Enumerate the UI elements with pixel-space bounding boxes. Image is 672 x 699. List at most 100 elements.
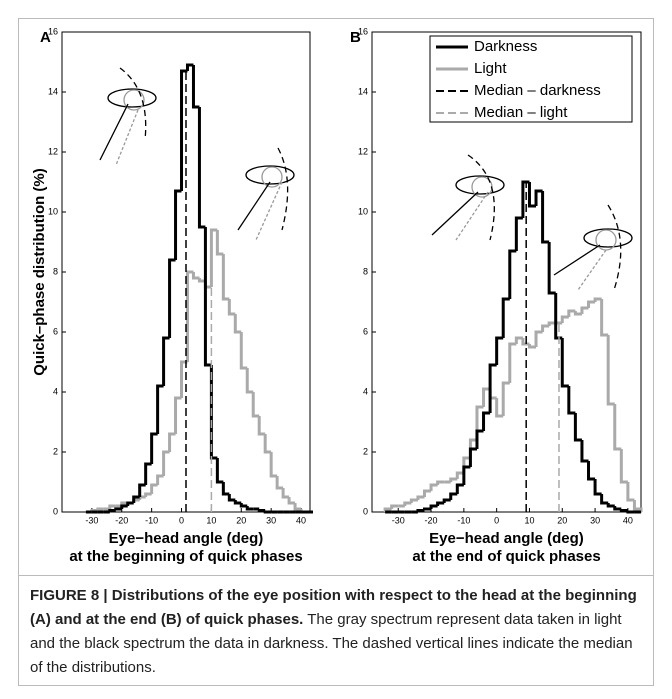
x-tick-label: 0 — [179, 515, 184, 525]
histogram-step — [221, 254, 230, 301]
histogram-step — [114, 507, 122, 511]
histogram-step — [534, 330, 543, 347]
histogram-step — [162, 336, 170, 386]
y-tick-label: 6 — [363, 326, 368, 336]
histogram-step — [632, 500, 643, 512]
y-tick-label: 10 — [48, 206, 58, 216]
histogram-step — [514, 216, 523, 251]
histogram-step — [422, 507, 432, 511]
x-tick-label: -20 — [425, 515, 438, 525]
histogram-step — [144, 492, 152, 497]
histogram-step — [144, 462, 152, 485]
histogram-step — [108, 504, 116, 509]
histogram-step — [600, 299, 609, 337]
histogram-step — [138, 495, 146, 500]
histogram-step — [245, 506, 254, 511]
histogram-step — [606, 503, 615, 508]
y-tick-label: 4 — [53, 386, 58, 396]
caption-title: FIGURE 8 | Distributions of the eye posi… — [30, 587, 637, 628]
histogram-step — [168, 432, 176, 452]
legend-label: Median – light — [474, 104, 568, 121]
x-tick-label: -20 — [115, 515, 128, 525]
x-tick-label: 0 — [494, 515, 499, 525]
y-tick-label: 0 — [53, 506, 58, 516]
histogram-step — [619, 509, 628, 512]
x-tick-label: 40 — [296, 515, 306, 525]
y-tick-label: 0 — [363, 506, 368, 516]
histogram-step — [475, 429, 484, 449]
histogram-step — [475, 405, 484, 440]
histogram-step — [626, 510, 635, 514]
histogram-step — [197, 278, 206, 283]
histogram-step — [567, 386, 576, 415]
histogram-step — [281, 488, 290, 499]
x-tick-label: -10 — [145, 515, 158, 525]
histogram-step — [191, 65, 200, 109]
histogram-step — [197, 107, 206, 229]
histogram-step — [468, 447, 477, 467]
histogram-step — [482, 411, 491, 431]
histogram-step — [126, 501, 134, 506]
histogram-step — [390, 504, 399, 509]
histogram-step — [132, 495, 140, 503]
legend-box — [429, 35, 633, 123]
histogram-step — [482, 387, 491, 407]
histogram-step — [233, 314, 242, 334]
x-tick-label: 10 — [206, 515, 216, 525]
histogram-step — [422, 489, 432, 497]
legend-label: Darkness — [474, 38, 537, 55]
x-tick-label: 40 — [623, 515, 633, 525]
histogram-step — [560, 315, 569, 323]
histogram-step — [239, 503, 248, 508]
y-tick-label: 8 — [53, 266, 58, 276]
x-tick-label: 20 — [557, 515, 567, 525]
histogram-step — [156, 384, 164, 434]
legend-label: Median – darkness — [474, 82, 601, 99]
histogram-step — [442, 498, 451, 503]
x-tick-label: 10 — [524, 515, 534, 525]
histogram-step — [587, 300, 596, 308]
histogram-step — [488, 363, 497, 413]
y-tick-label: 6 — [53, 326, 58, 336]
y-tick-label: 12 — [358, 146, 368, 156]
y-tick-label: 14 — [48, 86, 58, 96]
x-tick-label: 30 — [266, 515, 276, 525]
histogram-step — [203, 227, 212, 367]
histogram-step — [263, 510, 272, 514]
y-tick-label: 2 — [53, 446, 58, 456]
histogram-step — [593, 297, 602, 302]
histogram-step — [168, 258, 176, 338]
histogram-step — [429, 504, 438, 509]
histogram-step — [403, 501, 412, 506]
histogram-step — [573, 311, 582, 316]
histogram-step — [436, 480, 445, 485]
legend-label: Light — [474, 60, 507, 77]
x-tick-label: -10 — [457, 515, 470, 525]
histogram-step — [108, 509, 116, 512]
histogram-step — [221, 482, 230, 496]
histogram-step — [191, 272, 200, 280]
histogram-step — [120, 504, 128, 509]
histogram-step — [449, 477, 458, 482]
x-axis-label: at the beginning of quick phases — [69, 548, 302, 565]
histogram-step — [449, 492, 458, 500]
histogram-step — [429, 483, 438, 491]
histogram-step — [185, 63, 194, 71]
histogram-step — [521, 180, 530, 218]
y-tick-label: 16 — [48, 26, 58, 36]
histogram-step — [580, 306, 589, 314]
histogram-step — [626, 482, 635, 502]
histogram-step — [613, 404, 622, 451]
y-tick-label: 16 — [358, 26, 368, 36]
histogram-step — [293, 503, 302, 511]
y-tick-label: 2 — [363, 446, 368, 456]
histogram-step — [527, 182, 537, 208]
y-tick-label: 10 — [358, 206, 368, 216]
histogram-step — [455, 483, 464, 494]
histogram-step — [257, 509, 266, 512]
panel-letter: B — [350, 29, 361, 46]
histogram-step — [587, 461, 596, 481]
histogram-step — [245, 368, 254, 394]
histogram-step — [251, 392, 260, 418]
